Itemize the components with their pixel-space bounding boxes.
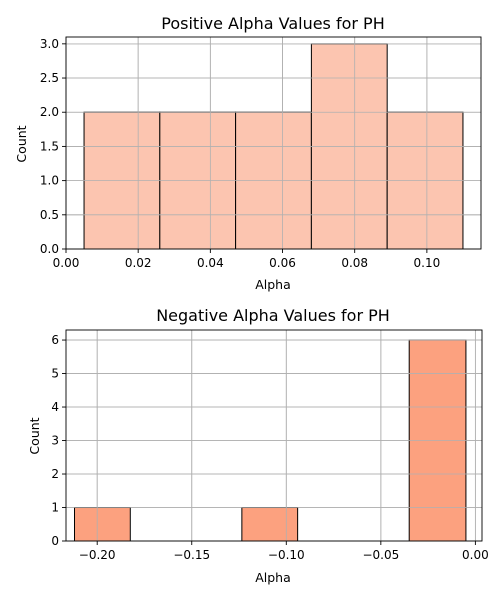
y-tick-label: 0 (51, 534, 59, 548)
chart-title: Negative Alpha Values for PH (156, 306, 390, 325)
y-tick-label: 0.0 (40, 242, 59, 256)
x-tick-label: 0.00 (53, 256, 80, 270)
x-tick-label: −0.20 (79, 548, 116, 562)
x-tick-label: 0.06 (269, 256, 296, 270)
y-tick-label: 6 (51, 333, 59, 347)
x-tick-label: −0.10 (268, 548, 305, 562)
y-tick-label: 3.0 (40, 37, 59, 51)
y-tick-label: 2.0 (40, 105, 59, 119)
y-axis-label: Count (27, 417, 42, 454)
plot-frame (65, 36, 482, 250)
y-tick-label: 2.5 (40, 71, 59, 85)
x-axis-label: Alpha (255, 570, 291, 585)
chart-negative-alpha: Negative Alpha Values for PH Alpha Count… (27, 306, 489, 585)
y-tick-label: 1.0 (40, 174, 59, 188)
y-axis-label: Count (14, 125, 29, 162)
y-tick-label: 4 (51, 400, 59, 414)
x-tick-label: 0.02 (125, 256, 152, 270)
x-tick-label: −0.05 (362, 548, 399, 562)
histogram-bar (74, 507, 131, 542)
x-tick-label: −0.15 (173, 548, 210, 562)
y-tick-label: 1.5 (40, 139, 59, 153)
histogram-bar (241, 507, 299, 542)
y-tick-label: 3 (51, 434, 59, 448)
chart-positive-alpha: Positive Alpha Values for PH Alpha Count… (14, 14, 482, 292)
x-tick-label: 0.10 (414, 256, 441, 270)
plot-frame (65, 329, 483, 542)
x-tick-label: 0.04 (197, 256, 224, 270)
chart-title: Positive Alpha Values for PH (161, 14, 384, 33)
y-tick-label: 5 (51, 367, 59, 381)
x-tick-label: 0.08 (341, 256, 368, 270)
y-tick-label: 2 (51, 467, 59, 481)
y-tick-label: 0.5 (40, 208, 59, 222)
y-tick-label: 1 (51, 501, 59, 515)
x-tick-label: 0.00 (462, 548, 489, 562)
x-axis-label: Alpha (255, 277, 291, 292)
